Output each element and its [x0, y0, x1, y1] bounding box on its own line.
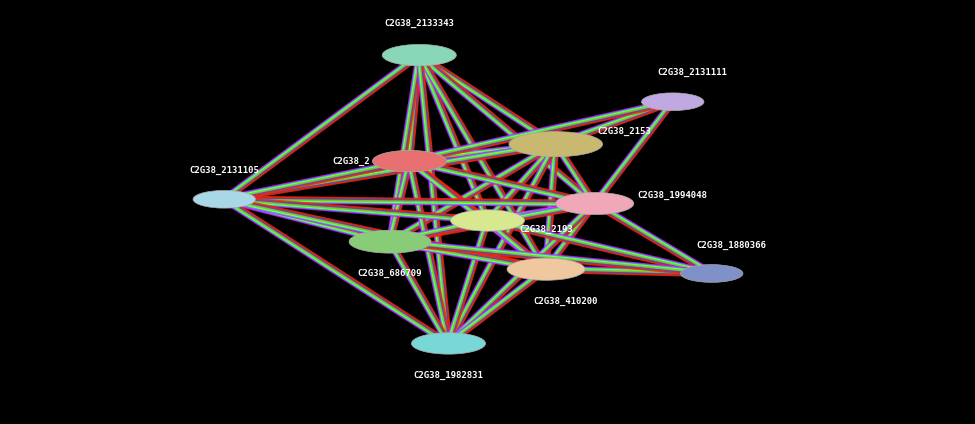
- Ellipse shape: [642, 93, 704, 111]
- Text: C2G38_1880366: C2G38_1880366: [696, 241, 766, 251]
- Ellipse shape: [382, 45, 456, 66]
- Ellipse shape: [507, 258, 585, 280]
- Text: C2G38_2131105: C2G38_2131105: [189, 166, 259, 175]
- Text: C2G38_1982831: C2G38_1982831: [413, 371, 484, 380]
- Text: C2G38_1994048: C2G38_1994048: [638, 190, 708, 200]
- Ellipse shape: [193, 190, 255, 208]
- Text: C2G38_686709: C2G38_686709: [358, 269, 422, 278]
- Text: C2G38_2193: C2G38_2193: [519, 224, 573, 234]
- Text: C2G38_2133343: C2G38_2133343: [384, 19, 454, 28]
- Ellipse shape: [411, 333, 486, 354]
- Text: C2G38_2153: C2G38_2153: [597, 127, 651, 136]
- Ellipse shape: [509, 131, 603, 157]
- Ellipse shape: [556, 192, 634, 215]
- Ellipse shape: [450, 210, 525, 231]
- Ellipse shape: [349, 230, 431, 253]
- Ellipse shape: [372, 151, 447, 172]
- Text: C2G38_2: C2G38_2: [332, 156, 370, 166]
- Ellipse shape: [681, 265, 743, 282]
- Text: C2G38_410200: C2G38_410200: [533, 296, 598, 306]
- Text: C2G38_2131111: C2G38_2131111: [657, 68, 727, 78]
